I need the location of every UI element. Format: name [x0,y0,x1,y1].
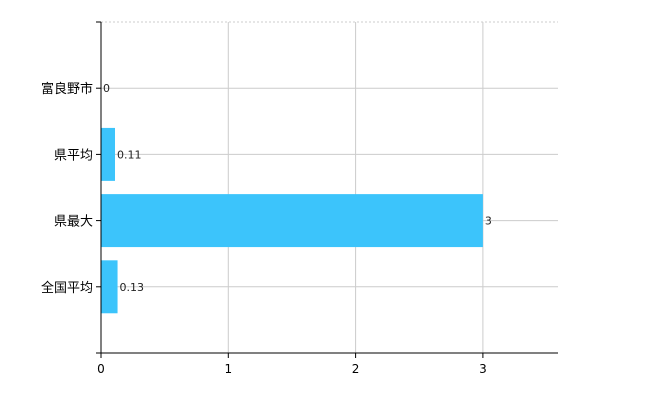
x-tick-label: 3 [479,362,487,376]
x-tick-label: 0 [97,362,105,376]
data-label: 3 [485,215,492,228]
bar [101,260,118,314]
x-tick-label: 1 [224,362,232,376]
y-tick-label: 県平均 [54,148,93,163]
y-tick-label: 県最大 [54,215,93,230]
data-label: 0.11 [117,148,141,161]
bar [101,127,116,181]
data-label: 0 [103,82,110,95]
x-tick-label: 2 [352,362,360,376]
data-label: 0.13 [120,281,144,294]
y-tick-label: 富良野市 [41,81,93,97]
y-tick-label: 全国平均 [41,280,93,296]
bar [101,194,483,248]
